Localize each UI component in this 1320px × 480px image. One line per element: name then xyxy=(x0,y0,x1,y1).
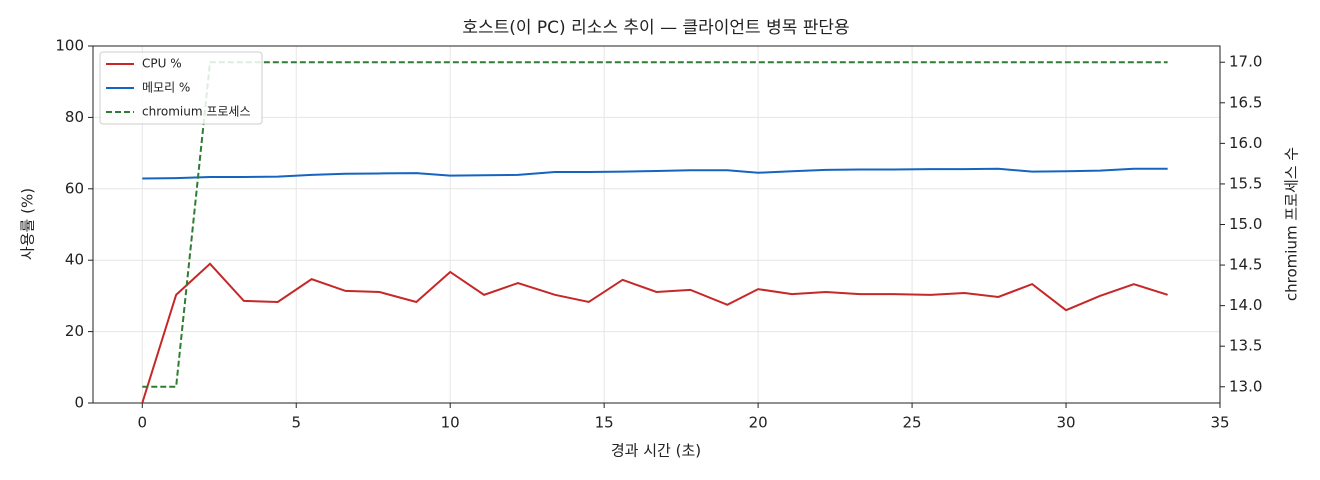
x-tick-label: 15 xyxy=(595,414,614,432)
y-tick-label: 100 xyxy=(55,37,84,55)
y2-tick-label: 17.0 xyxy=(1229,53,1262,71)
y-tick-label: 80 xyxy=(65,108,84,126)
plot-frame xyxy=(92,45,1221,404)
y2-tick-label: 16.5 xyxy=(1229,93,1262,111)
y2-tick-label: 16.0 xyxy=(1229,134,1262,152)
x-tick-label: 30 xyxy=(1056,414,1075,432)
y2-tick-label: 13.0 xyxy=(1229,377,1262,395)
legend-label: 메모리 % xyxy=(142,81,190,95)
y-tick-label: 40 xyxy=(65,251,84,269)
y2-tick-label: 15.5 xyxy=(1229,174,1262,192)
legend-label: CPU % xyxy=(142,57,182,71)
y2-axis-label: chromium 프로세스 수 xyxy=(1283,147,1301,301)
x-tick-label: 5 xyxy=(291,414,301,432)
y2-tick-label: 14.0 xyxy=(1229,296,1262,314)
series-line xyxy=(141,262,1168,403)
x-tick-label: 20 xyxy=(749,414,768,432)
x-tick-label: 25 xyxy=(903,414,922,432)
x-axis-label: 경과 시간 (초) xyxy=(611,442,701,460)
x-tick-label: 10 xyxy=(441,414,460,432)
legend-box xyxy=(99,51,263,125)
y-tick-label: 60 xyxy=(65,179,84,197)
chart-title: 호스트(이 PC) 리소스 추이 — 클라이언트 병목 판단용 xyxy=(462,18,849,38)
y2-tick-label: 13.5 xyxy=(1229,337,1262,355)
legend-label: chromium 프로세스 xyxy=(142,105,251,119)
x-tick-label: 0 xyxy=(137,414,147,432)
y2-tick-label: 15.0 xyxy=(1229,215,1262,233)
y2-tick-label: 14.5 xyxy=(1229,256,1262,274)
y-axis-label: 사용률 (%) xyxy=(19,188,37,260)
series-line xyxy=(142,61,1168,388)
y-tick-label: 0 xyxy=(74,394,84,412)
y-tick-label: 20 xyxy=(65,322,84,340)
x-tick-label: 35 xyxy=(1210,414,1229,432)
series-line xyxy=(142,167,1168,180)
